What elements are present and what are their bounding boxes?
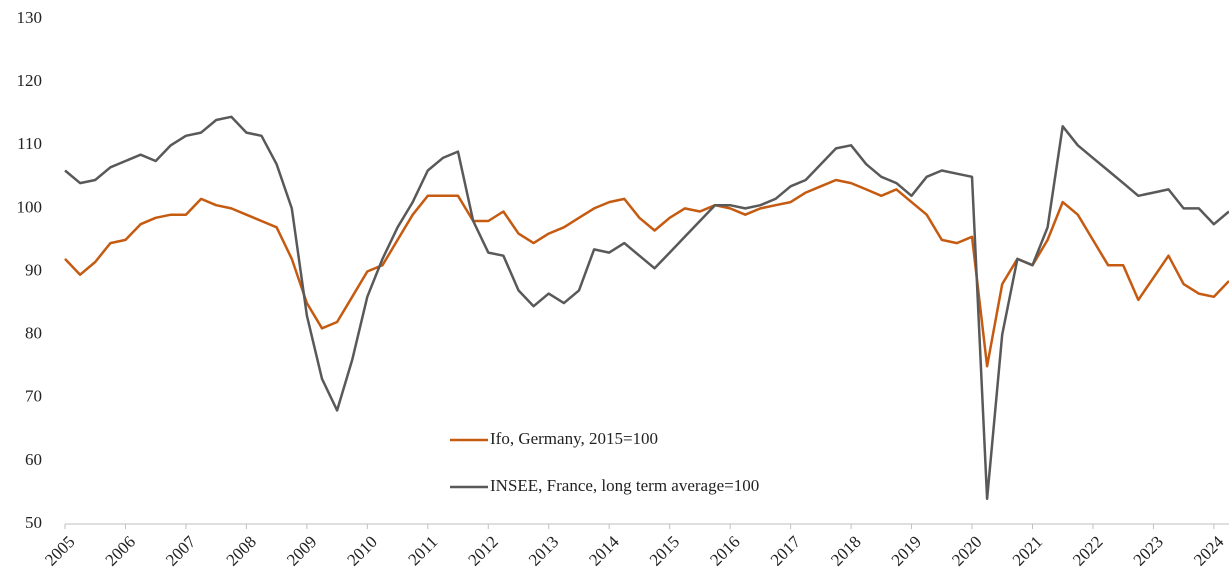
x-tick-label: 2010: [343, 532, 380, 569]
y-tick-label: 60: [25, 450, 42, 469]
y-tick-label: 130: [17, 8, 43, 27]
x-tick-label: 2020: [948, 532, 985, 569]
x-tick-label: 2012: [464, 532, 501, 569]
x-tick-label: 2024: [1190, 532, 1228, 570]
x-tick-label: 2005: [41, 532, 78, 569]
legend-label: INSEE, France, long term average=100: [490, 476, 759, 495]
y-tick-label: 80: [25, 324, 42, 343]
x-tick-label: 2021: [1009, 532, 1046, 569]
x-tick-label: 2007: [162, 532, 200, 570]
x-tick-label: 2013: [525, 532, 562, 569]
x-tick-label: 2022: [1069, 532, 1106, 569]
legend-label: Ifo, Germany, 2015=100: [490, 429, 658, 448]
x-tick-label: 2006: [102, 532, 139, 569]
x-tick-label: 2008: [223, 532, 260, 569]
y-tick-label: 50: [25, 513, 42, 532]
x-tick-label: 2009: [283, 532, 320, 569]
x-tick-label: 2023: [1130, 532, 1167, 569]
x-tick-label: 2016: [706, 532, 743, 569]
y-tick-label: 110: [17, 134, 42, 153]
x-tick-label: 2018: [827, 532, 864, 569]
y-tick-label: 120: [17, 71, 43, 90]
x-tick-label: 2017: [767, 532, 805, 570]
x-tick-label: 2019: [888, 532, 925, 569]
y-tick-label: 100: [17, 197, 43, 216]
series-line: [64, 115, 1229, 501]
x-tick-label: 2011: [404, 532, 441, 569]
series-line: [64, 178, 1229, 368]
y-tick-label: 90: [25, 260, 42, 279]
x-tick-label: 2014: [585, 532, 623, 570]
x-tick-label: 2015: [646, 532, 683, 569]
y-tick-label: 70: [25, 387, 42, 406]
